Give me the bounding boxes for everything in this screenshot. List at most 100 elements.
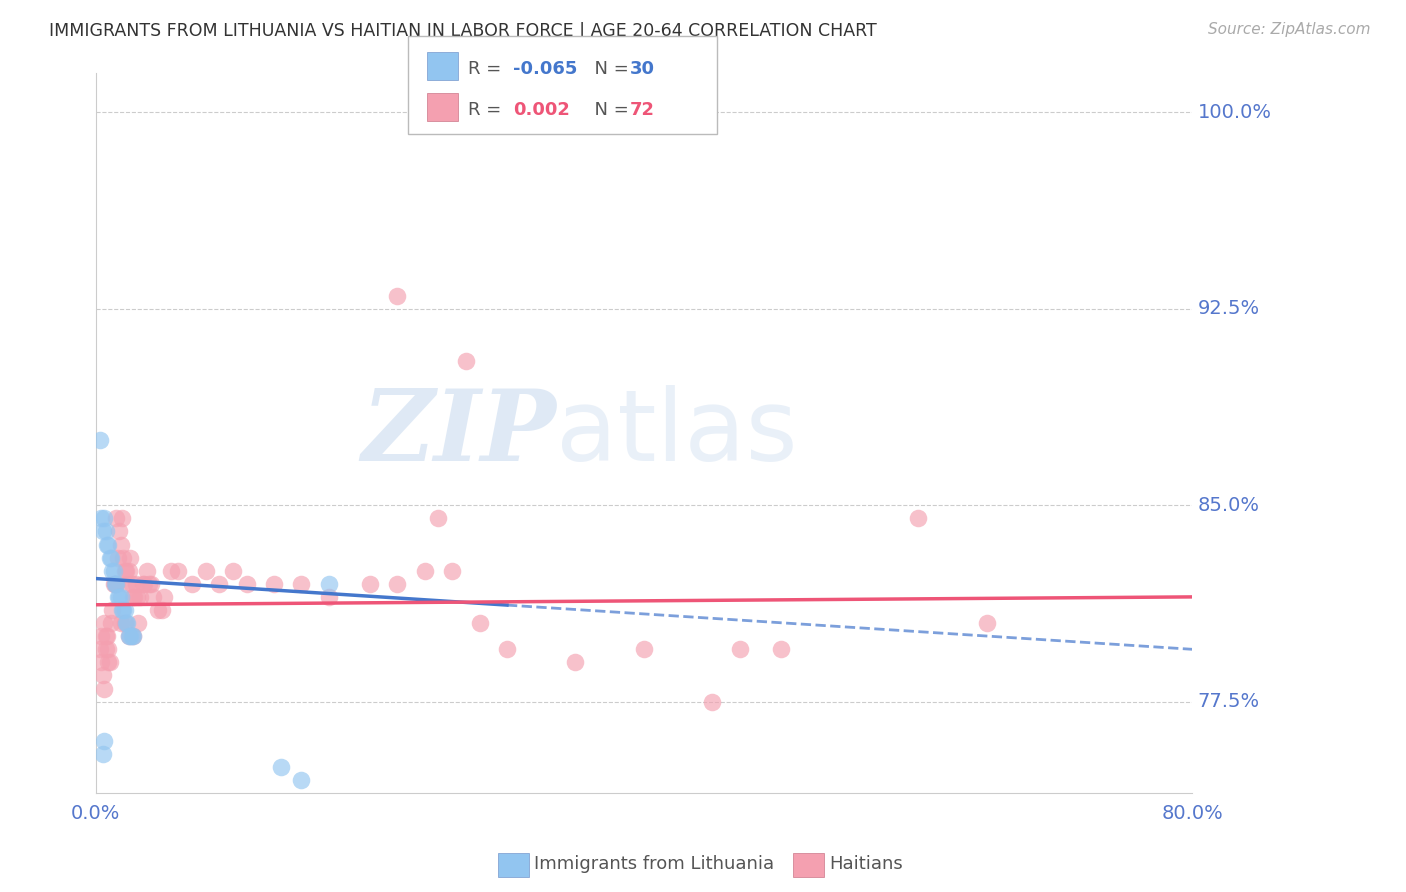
- Point: [115, 616, 138, 631]
- Point: [110, 616, 132, 631]
- Point: [427, 511, 450, 525]
- Point: [112, 550, 135, 565]
- Point: [118, 629, 141, 643]
- Point: [89, 642, 111, 657]
- Point: [96, 629, 118, 643]
- Point: [110, 537, 132, 551]
- Point: [90, 511, 112, 525]
- Point: [90, 656, 112, 670]
- Point: [100, 616, 122, 631]
- Text: atlas: atlas: [557, 384, 799, 482]
- Point: [104, 576, 127, 591]
- Point: [121, 576, 143, 591]
- Point: [633, 642, 655, 657]
- Point: [110, 590, 132, 604]
- Point: [111, 603, 134, 617]
- Text: 72: 72: [630, 101, 655, 119]
- Point: [104, 576, 127, 591]
- Point: [107, 550, 129, 565]
- Point: [160, 564, 183, 578]
- Text: R =: R =: [468, 101, 513, 119]
- Point: [94, 629, 117, 643]
- Point: [222, 564, 245, 578]
- Text: Immigrants from Lithuania: Immigrants from Lithuania: [534, 855, 775, 873]
- Point: [387, 576, 409, 591]
- Point: [101, 603, 124, 617]
- Point: [100, 550, 122, 565]
- Point: [194, 564, 217, 578]
- Point: [118, 629, 141, 643]
- Point: [318, 590, 340, 604]
- Point: [728, 642, 751, 657]
- Text: 30: 30: [630, 60, 655, 78]
- Point: [91, 668, 114, 682]
- Point: [93, 511, 115, 525]
- Point: [112, 603, 135, 617]
- Point: [114, 603, 136, 617]
- Text: R =: R =: [468, 60, 508, 78]
- Point: [97, 642, 120, 657]
- Point: [441, 564, 464, 578]
- Point: [93, 681, 115, 696]
- Point: [121, 629, 143, 643]
- Point: [117, 616, 139, 631]
- Point: [90, 629, 112, 643]
- Point: [132, 576, 155, 591]
- Point: [120, 629, 142, 643]
- Point: [318, 576, 340, 591]
- Point: [122, 629, 145, 643]
- Point: [94, 524, 117, 539]
- Point: [108, 590, 131, 604]
- Point: [98, 656, 121, 670]
- Point: [150, 603, 173, 617]
- Point: [146, 603, 169, 617]
- Point: [89, 433, 111, 447]
- Point: [115, 564, 138, 578]
- Point: [93, 734, 115, 748]
- Point: [105, 576, 128, 591]
- Text: N =: N =: [583, 60, 636, 78]
- Text: IMMIGRANTS FROM LITHUANIA VS HAITIAN IN LABOR FORCE | AGE 20-64 CORRELATION CHAR: IMMIGRANTS FROM LITHUANIA VS HAITIAN IN …: [49, 22, 877, 40]
- Point: [413, 564, 436, 578]
- Point: [114, 616, 136, 631]
- Point: [97, 537, 120, 551]
- Point: [138, 576, 160, 591]
- Point: [131, 576, 153, 591]
- Point: [107, 590, 129, 604]
- Point: [98, 550, 121, 565]
- Point: [290, 773, 312, 788]
- Point: [96, 537, 118, 551]
- Point: [135, 564, 157, 578]
- Point: [359, 576, 381, 591]
- Point: [702, 695, 724, 709]
- Point: [769, 642, 792, 657]
- Point: [127, 616, 149, 631]
- Point: [101, 564, 124, 578]
- Point: [208, 576, 231, 591]
- Point: [124, 590, 146, 604]
- Point: [91, 747, 114, 761]
- Point: [94, 642, 117, 657]
- Point: [97, 656, 120, 670]
- Point: [167, 564, 190, 578]
- Point: [105, 511, 128, 525]
- Point: [496, 642, 519, 657]
- Point: [122, 629, 145, 643]
- Point: [128, 590, 150, 604]
- Point: [103, 576, 125, 591]
- Point: [105, 576, 128, 591]
- Point: [114, 564, 136, 578]
- Point: [122, 590, 145, 604]
- Point: [111, 511, 134, 525]
- Point: [117, 576, 139, 591]
- Text: 100.0%: 100.0%: [1198, 103, 1271, 122]
- Text: Source: ZipAtlas.com: Source: ZipAtlas.com: [1208, 22, 1371, 37]
- Text: 92.5%: 92.5%: [1198, 299, 1260, 318]
- Point: [564, 656, 586, 670]
- Point: [290, 576, 312, 591]
- Text: 77.5%: 77.5%: [1198, 692, 1260, 711]
- Point: [976, 616, 998, 631]
- Point: [139, 576, 162, 591]
- Point: [907, 511, 929, 525]
- Text: 0.002: 0.002: [513, 101, 569, 119]
